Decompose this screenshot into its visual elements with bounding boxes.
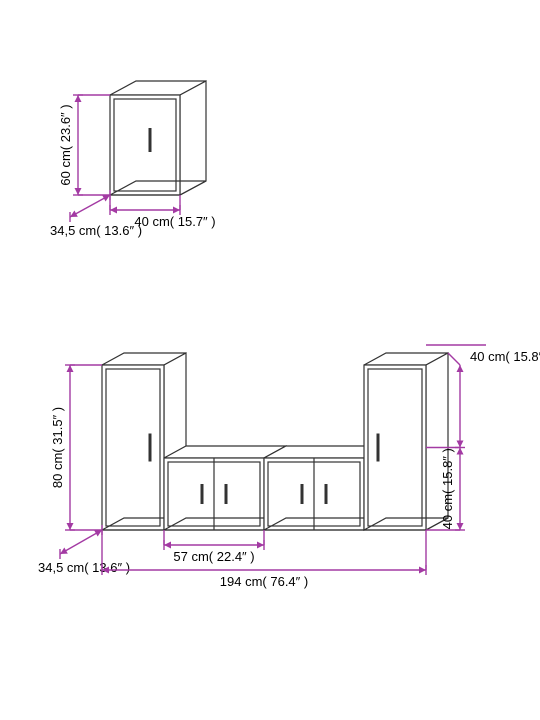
furniture-dimension-diagram: 60 cm( 23.6″ )40 cm( 15.7″ )34,5 cm( 13.… bbox=[0, 0, 540, 720]
dim-top-height: 60 cm( 23.6″ ) bbox=[58, 104, 73, 185]
dim-bottom-right40-lower: 40 cm( 15.8″ ) bbox=[440, 448, 455, 529]
dim-top-depth: 34,5 cm( 13.6″ ) bbox=[50, 223, 142, 238]
dim-bottom-height: 80 cm( 31.5″ ) bbox=[50, 407, 65, 488]
dim-bottom-width194: 194 cm( 76.4″ ) bbox=[220, 574, 308, 589]
dim-bottom-right40-upper: 40 cm( 15.8″ ) bbox=[470, 349, 540, 364]
dim-bottom-width57: 57 cm( 22.4″ ) bbox=[173, 549, 254, 564]
dim-top-width: 40 cm( 15.7″ ) bbox=[134, 214, 215, 229]
dim-bottom-depth: 34,5 cm( 13.6″ ) bbox=[38, 560, 130, 575]
